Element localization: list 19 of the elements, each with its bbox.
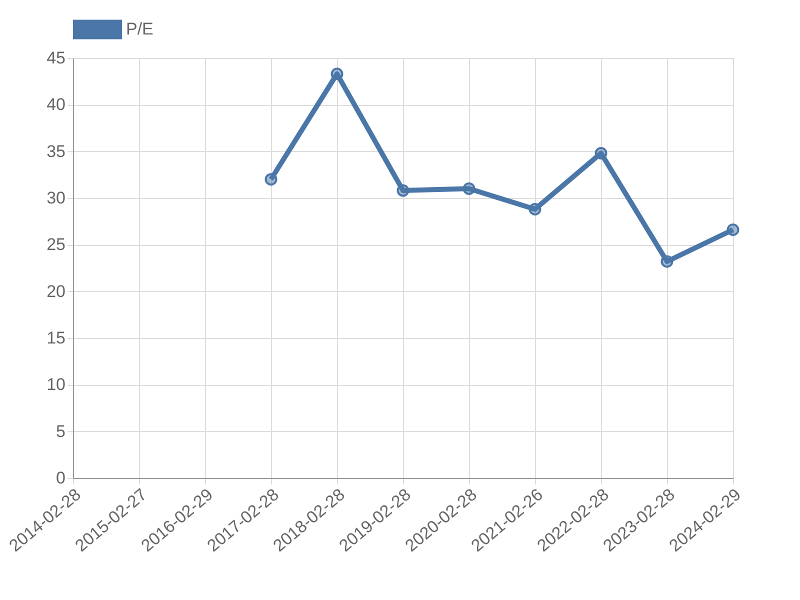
y-tick-label: 30 [46,188,66,208]
point [528,202,542,216]
point [330,68,344,80]
legend-label: P/E [126,20,154,38]
y-tick-label: 45 [46,48,66,68]
y-tick-label: 40 [46,95,66,114]
point [396,184,410,197]
y-tick-label: 15 [46,328,66,348]
y-tick-label: 25 [46,235,66,254]
y-tick-label: 5 [56,422,66,441]
y-tick-label: 35 [46,142,66,161]
point [594,146,608,160]
y-tick-label: 0 [56,468,66,488]
y-tick-label: 20 [46,282,66,301]
point [726,224,740,236]
y-tick-label: 10 [46,375,66,394]
point [660,255,674,268]
point [462,182,476,195]
point [264,173,278,186]
